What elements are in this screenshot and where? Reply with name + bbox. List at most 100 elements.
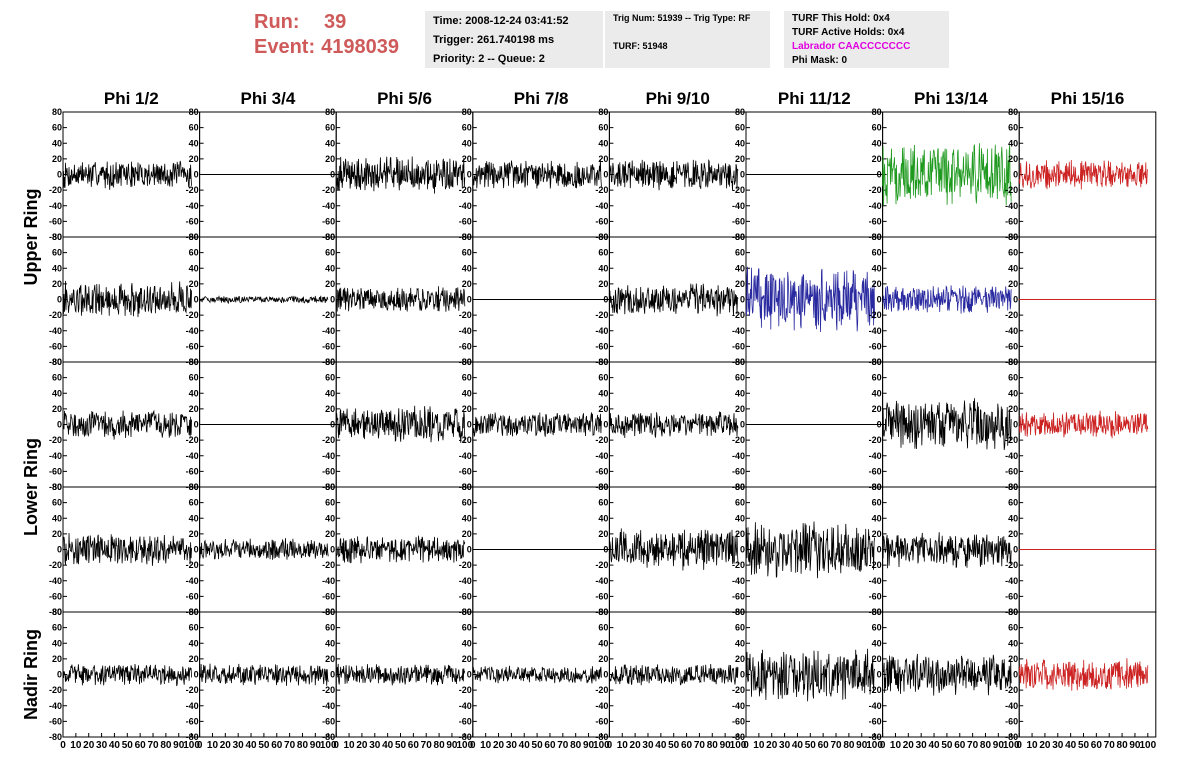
y-tick-label: 80 (52, 482, 62, 492)
y-tick-label: 0 (194, 545, 199, 555)
y-tick-label: 0 (330, 295, 335, 305)
x-tick-label: 40 (245, 740, 257, 751)
y-tick-label: -20 (322, 685, 335, 695)
y-tick-label: -60 (186, 466, 199, 476)
y-tick-label: 80 (52, 357, 62, 367)
y-tick-label: 80 (189, 607, 199, 617)
y-tick-label: 60 (189, 623, 199, 633)
y-tick-label: 60 (735, 498, 745, 508)
y-tick-label: 20 (52, 404, 62, 414)
y-tick-label: 60 (1008, 123, 1018, 133)
y-tick-label: -40 (459, 576, 472, 586)
y-tick-label: -60 (1005, 466, 1018, 476)
y-tick-label: -60 (186, 716, 199, 726)
y-tick-label: 40 (735, 263, 745, 273)
x-tick-label: 60 (271, 740, 283, 751)
y-tick-label: -80 (49, 357, 62, 367)
y-tick-label: 0 (877, 170, 882, 180)
y-tick-label: -40 (459, 326, 472, 336)
y-tick-label: -40 (459, 701, 472, 711)
event-label: Event: (254, 36, 316, 58)
waveform-trace (62, 280, 192, 318)
y-tick-label: -40 (732, 576, 745, 586)
column-header: Phi 7/8 (514, 89, 569, 108)
y-tick-label: 20 (735, 154, 745, 164)
x-tick-label: 60 (818, 740, 830, 751)
y-tick-label: 40 (1008, 263, 1018, 273)
column-header: Phi 13/14 (914, 89, 988, 108)
waveform-trace (472, 665, 602, 684)
x-tick-label: 0 (743, 740, 749, 751)
y-tick-label: -40 (869, 451, 882, 461)
y-tick-label: 60 (1008, 498, 1018, 508)
x-tick-label: 60 (681, 740, 693, 751)
y-tick-label: 0 (877, 295, 882, 305)
y-tick-label: 80 (462, 607, 472, 617)
y-tick-label: -80 (1005, 732, 1018, 742)
y-tick-label: 40 (735, 638, 745, 648)
column-header: Phi 5/6 (377, 89, 432, 108)
y-tick-label: -60 (1005, 341, 1018, 351)
y-tick-label: -40 (595, 201, 608, 211)
y-tick-label: 0 (1013, 670, 1018, 680)
y-tick-label: -20 (49, 685, 62, 695)
y-tick-label: -40 (459, 201, 472, 211)
y-tick-label: 40 (598, 138, 608, 148)
x-tick-label: 100 (1003, 740, 1020, 751)
y-tick-label: 40 (872, 638, 882, 648)
y-tick-label: -40 (595, 576, 608, 586)
y-tick-label: -60 (459, 216, 472, 226)
y-tick-label: 40 (598, 513, 608, 523)
x-tick-label: 30 (1052, 740, 1064, 751)
x-tick-label: 40 (928, 740, 940, 751)
waveform-trace (62, 409, 192, 440)
y-tick-label: -60 (1005, 716, 1018, 726)
y-tick-label: -20 (869, 310, 882, 320)
waveform-trace (609, 158, 739, 191)
y-tick-label: 60 (1008, 373, 1018, 383)
ring-label: Upper Ring (21, 189, 41, 286)
y-tick-label: 0 (877, 670, 882, 680)
y-tick-label: -20 (49, 185, 62, 195)
y-tick-label: 40 (462, 388, 472, 398)
y-tick-label: -20 (869, 685, 882, 695)
waveform-trace (882, 653, 1012, 696)
y-tick-label: 40 (598, 638, 608, 648)
y-tick-label: -60 (732, 341, 745, 351)
y-tick-label: -40 (49, 326, 62, 336)
x-tick-label: 30 (369, 740, 381, 751)
x-tick-label: 50 (668, 740, 680, 751)
y-tick-label: 60 (189, 123, 199, 133)
y-tick-label: 0 (603, 295, 608, 305)
y-tick-label: 20 (189, 404, 199, 414)
y-tick-label: 60 (872, 123, 882, 133)
x-tick-label: 40 (109, 740, 121, 751)
y-tick-label: 80 (189, 232, 199, 242)
y-tick-label: 40 (462, 638, 472, 648)
y-tick-label: 20 (189, 529, 199, 539)
y-tick-label: -60 (186, 341, 199, 351)
turf-info-panel: TURF This Hold: 0x4 TURF Active Holds: 0… (784, 11, 949, 68)
y-tick-label: 80 (189, 107, 199, 117)
y-tick-label: -40 (869, 201, 882, 211)
x-tick-label: 40 (1065, 740, 1077, 751)
x-tick-label: 0 (880, 740, 886, 751)
y-tick-label: 40 (189, 638, 199, 648)
y-tick-label: 40 (872, 513, 882, 523)
y-tick-label: -40 (595, 326, 608, 336)
y-tick-label: -40 (1005, 451, 1018, 461)
y-tick-label: 20 (52, 154, 62, 164)
y-tick-label: -20 (595, 685, 608, 695)
y-tick-label: 80 (52, 107, 62, 117)
y-tick-label: 60 (462, 373, 472, 383)
y-tick-label: -40 (322, 201, 335, 211)
y-tick-label: 20 (462, 529, 472, 539)
x-tick-label: 30 (233, 740, 245, 751)
y-tick-label: -80 (459, 732, 472, 742)
y-tick-label: -20 (459, 310, 472, 320)
waveform-trace (335, 405, 466, 443)
x-tick-label: 10 (207, 740, 219, 751)
y-tick-label: 60 (52, 373, 62, 383)
y-tick-label: 40 (325, 513, 335, 523)
y-tick-label: 40 (325, 263, 335, 273)
